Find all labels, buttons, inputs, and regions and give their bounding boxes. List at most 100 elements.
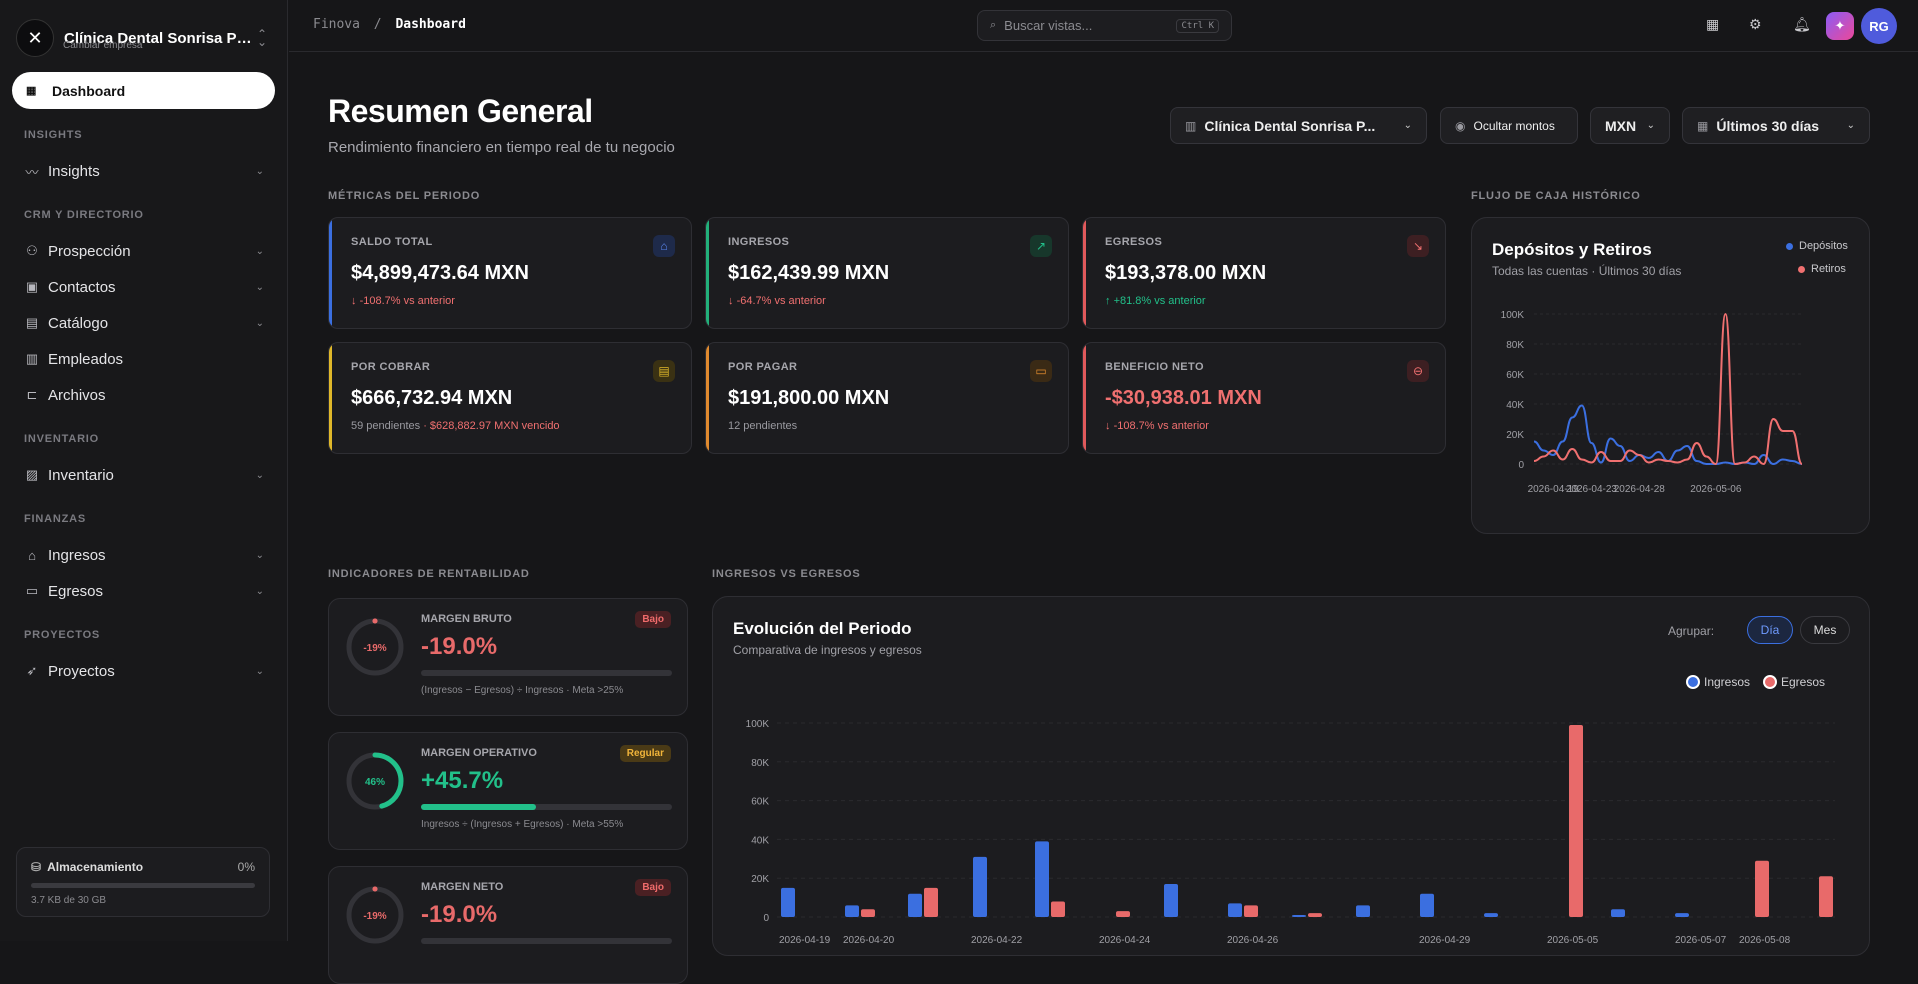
breadcrumb-separator: / xyxy=(373,17,382,32)
receipt-icon: ▤ xyxy=(653,360,675,382)
indicator-track xyxy=(421,804,672,810)
search-input[interactable]: ⌕ Buscar vistas... Ctrl K xyxy=(977,10,1232,41)
metric-change: ↓ -108.7% vs anterior xyxy=(1105,420,1423,432)
y-tick-label: 60K xyxy=(1506,370,1524,381)
group-day-button[interactable]: Día xyxy=(1747,616,1793,644)
breadcrumb-root[interactable]: Finova xyxy=(313,17,360,32)
metric-change-text: ↓ -64.7% vs anterior xyxy=(728,295,826,307)
period-select[interactable]: ▦ Últimos 30 días ⌄ xyxy=(1682,107,1870,144)
company-select[interactable]: ▥ Clínica Dental Sonrisa P... ⌄ xyxy=(1170,107,1427,144)
metric-label: INGRESOS xyxy=(728,236,790,248)
metric-change-text: ↓ -108.7% vs anterior xyxy=(1105,420,1209,432)
ring-label: 46% xyxy=(365,777,385,788)
metric-change-text: ↑ +81.8% vs anterior xyxy=(1105,295,1206,307)
sidebar-item-label: Contactos xyxy=(48,278,116,296)
bar-income xyxy=(1611,909,1625,917)
gear-icon[interactable]: ⚙ xyxy=(1749,16,1762,32)
progress-ring: 46% xyxy=(346,752,404,810)
sidebar-item-label: Egresos xyxy=(48,582,104,600)
metric-change-text: 59 pendientes xyxy=(351,420,420,432)
sidebar-item-dashboard[interactable]: ▦ Dashboard xyxy=(12,72,275,109)
card-accent xyxy=(1083,343,1086,453)
breadcrumb-current: Dashboard xyxy=(395,17,466,32)
sidebar-item-label: Empleados xyxy=(48,350,124,368)
chevron-down-icon: ⌄ xyxy=(255,281,264,293)
y-tick-label: 0 xyxy=(763,913,769,924)
bar-income xyxy=(1420,893,1434,917)
bell-icon[interactable]: 🔔︎ xyxy=(1793,16,1811,32)
bar-expense xyxy=(1244,905,1258,917)
rocket-icon: ➶ xyxy=(26,663,38,678)
metric-change: 59 pendientes · $628,882.97 MXN vencido xyxy=(351,420,669,432)
legend-label: Depósitos xyxy=(1799,240,1848,252)
y-tick-label: 40K xyxy=(751,835,769,846)
ai-sparkle-button[interactable]: ✦ xyxy=(1826,12,1854,40)
y-tick-label: 20K xyxy=(1506,430,1524,441)
metric-change: ↓ -108.7% vs anterior xyxy=(351,295,669,307)
bar-income xyxy=(1484,913,1498,917)
chevron-down-icon: ⌄ xyxy=(1846,120,1855,131)
sidebar: ✕ Clínica Dental Sonrisa Pe... ⌃ ⌄ Cambia… xyxy=(0,0,288,941)
sidebar-item-contactos[interactable]: ▣ Contactos ⌄ xyxy=(24,275,264,299)
indicator-note: (Ingresos − Egresos) ÷ Ingresos · Meta >… xyxy=(421,685,624,696)
period-value: Últimos 30 días xyxy=(1716,117,1820,134)
chevron-down-icon: ⌄ xyxy=(255,165,264,177)
bar-income xyxy=(908,893,922,917)
sidebar-item-label: Ingresos xyxy=(48,546,106,564)
search-placeholder: Buscar vistas... xyxy=(1004,18,1093,33)
sidebar-item-archivos[interactable]: ⊏ Archivos xyxy=(24,383,264,407)
metric-extra: · $628,882.97 MXN vencido xyxy=(423,420,560,432)
progress-ring: -19% xyxy=(346,618,404,676)
chevron-down-icon: ⌄ xyxy=(1646,120,1655,131)
hide-amounts-button[interactable]: ◉ Ocultar montos xyxy=(1440,107,1578,144)
section-label-indicators: INDICADORES DE RENTABILIDAD xyxy=(328,568,530,580)
ring-label: -19% xyxy=(363,911,386,922)
metric-value: $666,732.94 MXN xyxy=(351,387,513,409)
database-icon: ⛁ xyxy=(31,860,42,874)
apps-grid-icon[interactable]: ▦ xyxy=(1706,16,1720,32)
sidebar-item-empleados[interactable]: ▥ Empleados xyxy=(24,347,264,371)
y-tick-label: 80K xyxy=(751,758,769,769)
indicator-fill xyxy=(421,804,536,810)
metric-value: $191,800.00 MXN xyxy=(728,387,890,409)
bar-income xyxy=(973,856,987,917)
chevron-down-icon: ⌄ xyxy=(255,665,264,677)
activity-icon: 〰 xyxy=(25,164,39,180)
group-month-button[interactable]: Mes xyxy=(1800,616,1850,644)
bar-income xyxy=(1164,884,1178,917)
metric-label: SALDO TOTAL xyxy=(351,236,433,248)
indicator-label: MARGEN BRUTO xyxy=(421,613,512,625)
metric-card: EGRESOS $193,378.00 MXN ↑ +81.8% vs ante… xyxy=(1082,217,1446,329)
sidebar-item-prospeccion[interactable]: ⚇ Prospección ⌄ xyxy=(24,239,264,263)
sidebar-item-label: Archivos xyxy=(48,386,106,404)
section-label-metrics: MÉTRICAS DEL PERIODO xyxy=(328,190,481,202)
storage-title: ⛁ Almacenamiento xyxy=(31,860,143,874)
sidebar-item-inventario[interactable]: ▨ Inventario ⌄ xyxy=(24,463,264,487)
bar-income xyxy=(1035,841,1049,917)
section-label-income-vs: INGRESOS VS EGRESOS xyxy=(712,568,861,580)
contact-card-icon: ▣ xyxy=(25,279,39,294)
sidebar-item-ingresos[interactable]: ⌂ Ingresos ⌄ xyxy=(24,543,264,567)
section-crm: CRM Y DIRECTORIO xyxy=(24,209,144,221)
bar-income xyxy=(845,905,859,917)
metric-card: BENEFICIO NETO -$30,938.01 MXN ↓ -108.7%… xyxy=(1082,342,1446,454)
sidebar-item-catalogo[interactable]: ▤ Catálogo ⌄ xyxy=(24,311,264,335)
metric-value: $162,439.99 MXN xyxy=(728,262,890,284)
sidebar-item-proyectos[interactable]: ➶ Proyectos ⌄ xyxy=(24,659,264,683)
x-tick-label: 2026-04-19 xyxy=(1528,484,1580,495)
metric-change: ↓ -64.7% vs anterior xyxy=(728,295,1046,307)
legend-dot xyxy=(1798,265,1805,273)
company-switcher[interactable]: ✕ Clínica Dental Sonrisa Pe... ⌃ ⌄ xyxy=(16,18,270,58)
sidebar-item-insights[interactable]: 〰 Insights ⌄ xyxy=(24,159,264,183)
sidebar-item-egresos[interactable]: ▭ Egresos ⌄ xyxy=(24,579,264,603)
company-sub[interactable]: Cambiar empresa xyxy=(63,40,143,51)
currency-select[interactable]: MXN ⌄ xyxy=(1590,107,1670,144)
bar-expense xyxy=(1569,724,1583,917)
cashflow-chart: 020K40K60K80K100K2026-04-192026-04-23202… xyxy=(1501,310,1803,495)
legend-dot xyxy=(1686,675,1700,689)
storage-bar xyxy=(31,883,255,888)
avatar[interactable]: RG xyxy=(1861,8,1897,44)
chevron-updown-icon: ⌃ ⌄ xyxy=(256,27,268,49)
metric-change: ↑ +81.8% vs anterior xyxy=(1105,295,1423,307)
